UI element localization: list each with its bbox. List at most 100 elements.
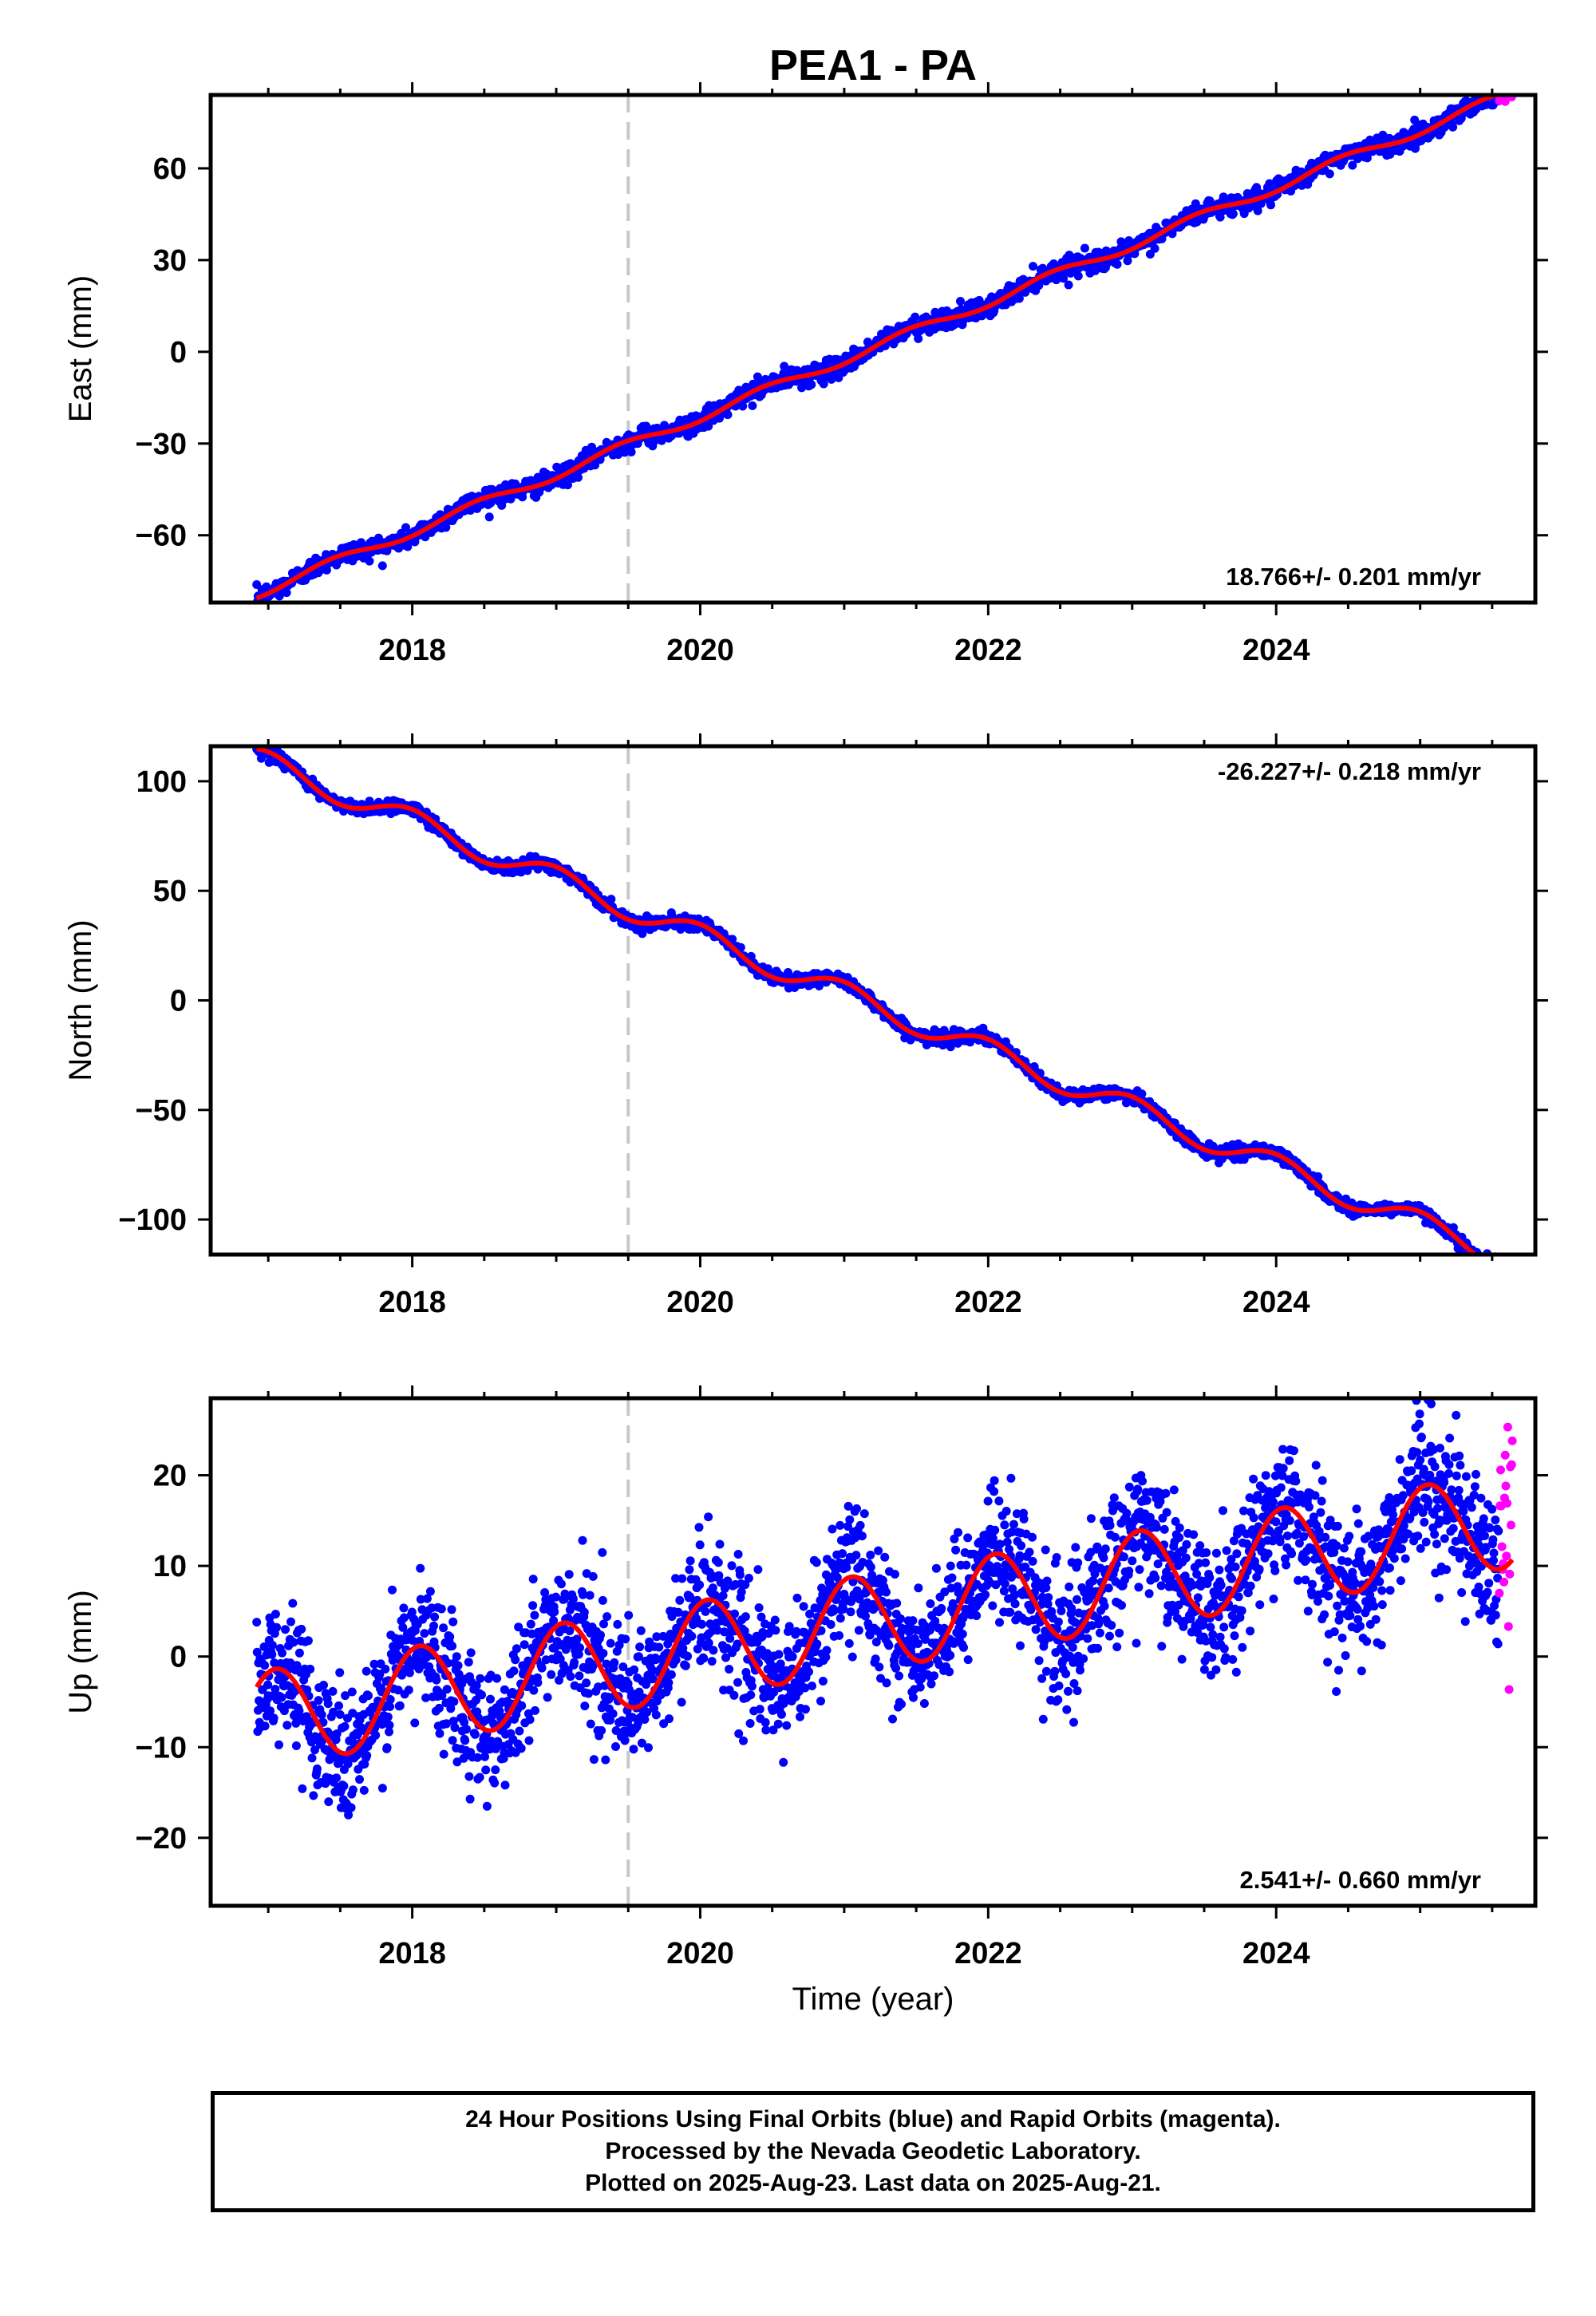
final-orbit-point	[1448, 122, 1458, 132]
final-orbit-point	[1080, 243, 1089, 253]
final-orbit-point	[266, 1706, 275, 1716]
final-orbit-point	[1112, 259, 1122, 269]
y-tick-label: −50	[136, 1094, 187, 1128]
final-orbit-point	[647, 1665, 657, 1674]
final-orbit-point	[748, 401, 757, 410]
final-orbit-point	[547, 1670, 556, 1679]
final-orbit-point	[533, 1678, 543, 1687]
y-tick-label: 0	[170, 985, 187, 1018]
final-orbit-point	[555, 1675, 563, 1685]
final-orbit-point	[343, 1759, 353, 1769]
final-orbit-point	[260, 1661, 270, 1670]
velocity-rate-label: 18.766+/- 0.201 mm/yr	[1226, 563, 1481, 591]
final-orbit-point	[586, 1719, 595, 1729]
final-orbit-point	[599, 1619, 608, 1629]
final-orbit-point	[434, 1703, 444, 1713]
final-orbit-point	[442, 1685, 452, 1694]
final-orbit-point	[580, 1701, 590, 1711]
rapid-orbit-point	[1495, 1257, 1504, 1266]
final-orbit-point	[694, 1523, 704, 1532]
x-tick-label: 2024	[1242, 634, 1310, 667]
final-orbit-point	[448, 1736, 457, 1745]
final-orbit-point	[687, 1631, 697, 1641]
final-orbit-point	[1362, 153, 1372, 163]
rapid-orbit-point	[1503, 79, 1512, 88]
final-orbit-point	[452, 1652, 461, 1662]
final-orbit-point	[407, 1607, 417, 1617]
final-orbit-point	[579, 1590, 587, 1599]
final-orbit-point	[472, 1681, 481, 1690]
final-orbit-point	[1266, 200, 1275, 210]
final-orbit-point	[704, 1638, 713, 1648]
final-orbit-point	[371, 1730, 381, 1740]
x-tick-label: 2018	[378, 1286, 446, 1319]
final-orbit-point	[564, 1570, 574, 1579]
final-orbit-point	[1492, 1260, 1501, 1269]
final-orbit-point	[556, 1579, 566, 1589]
final-orbit-point	[399, 1603, 409, 1613]
final-orbit-point	[584, 1689, 593, 1698]
plot-frame	[208, 93, 1538, 605]
final-orbit-point	[671, 1574, 681, 1583]
final-orbit-point	[574, 472, 583, 482]
final-orbit-point	[1476, 1257, 1485, 1266]
final-orbit-point	[282, 588, 291, 598]
final-orbit-point	[714, 1571, 724, 1580]
final-orbit-point	[421, 1693, 431, 1702]
final-orbit-point	[1228, 209, 1238, 219]
velocity-rate-label: -26.227+/- 0.218 mm/yr	[1218, 757, 1481, 785]
final-orbit-point	[334, 1701, 343, 1710]
final-orbit-point	[728, 935, 737, 944]
final-orbit-point	[490, 1778, 500, 1788]
final-orbit-point	[492, 1674, 502, 1683]
y-axis-label: North (mm)	[63, 919, 98, 1081]
final-orbit-point	[383, 1712, 393, 1721]
final-orbit-point	[486, 1694, 495, 1704]
final-orbit-point	[701, 1607, 710, 1616]
rapid-orbit-point	[1503, 1265, 1512, 1274]
final-orbit-point	[589, 1755, 598, 1765]
final-orbit-point	[252, 1618, 262, 1627]
final-orbit-point	[697, 1619, 706, 1629]
final-orbit-point	[324, 1797, 334, 1807]
final-orbit-point	[272, 1622, 282, 1632]
final-orbit-point	[288, 1599, 298, 1608]
final-orbit-point	[602, 1659, 611, 1669]
final-orbit-point	[462, 1725, 471, 1734]
final-orbit-point	[297, 1624, 306, 1634]
final-orbit-point	[452, 1757, 462, 1767]
final-orbit-point	[528, 1575, 538, 1584]
final-orbit-point	[405, 1668, 414, 1678]
final-orbit-point	[491, 1765, 500, 1775]
final-orbit-point	[443, 1658, 452, 1668]
final-orbit-point	[260, 1721, 270, 1731]
final-orbit-point	[642, 1707, 652, 1717]
rapid-orbit-point	[1497, 1267, 1506, 1276]
final-orbit-point	[364, 1691, 373, 1701]
final-orbit-point	[678, 1574, 687, 1583]
final-orbit-point	[309, 1791, 318, 1800]
final-orbit-point	[291, 1741, 301, 1750]
final-orbit-point	[721, 1653, 730, 1662]
final-orbit-point	[1348, 160, 1357, 170]
final-orbit-point	[637, 1738, 646, 1748]
final-orbit-point	[707, 1657, 717, 1666]
rapid-orbit-point	[1499, 1262, 1507, 1271]
final-orbit-point	[303, 1636, 313, 1646]
y-tick-label: −30	[136, 428, 187, 461]
final-orbit-point	[269, 1713, 279, 1723]
final-orbit-point	[1494, 1263, 1503, 1272]
y-tick-label: 0	[170, 336, 187, 370]
final-orbit-point	[319, 1681, 328, 1690]
final-orbit-point	[466, 1648, 476, 1658]
final-orbit-point	[286, 1617, 295, 1626]
final-orbit-point	[429, 1621, 438, 1630]
final-orbit-point	[270, 1658, 279, 1668]
final-orbit-point	[446, 1704, 456, 1713]
rapid-orbit-point	[1499, 83, 1508, 92]
final-orbit-point	[271, 1685, 280, 1694]
final-orbit-point	[341, 1691, 350, 1701]
x-tick-label: 2024	[1242, 1286, 1310, 1319]
final-orbit-point	[346, 1803, 356, 1812]
